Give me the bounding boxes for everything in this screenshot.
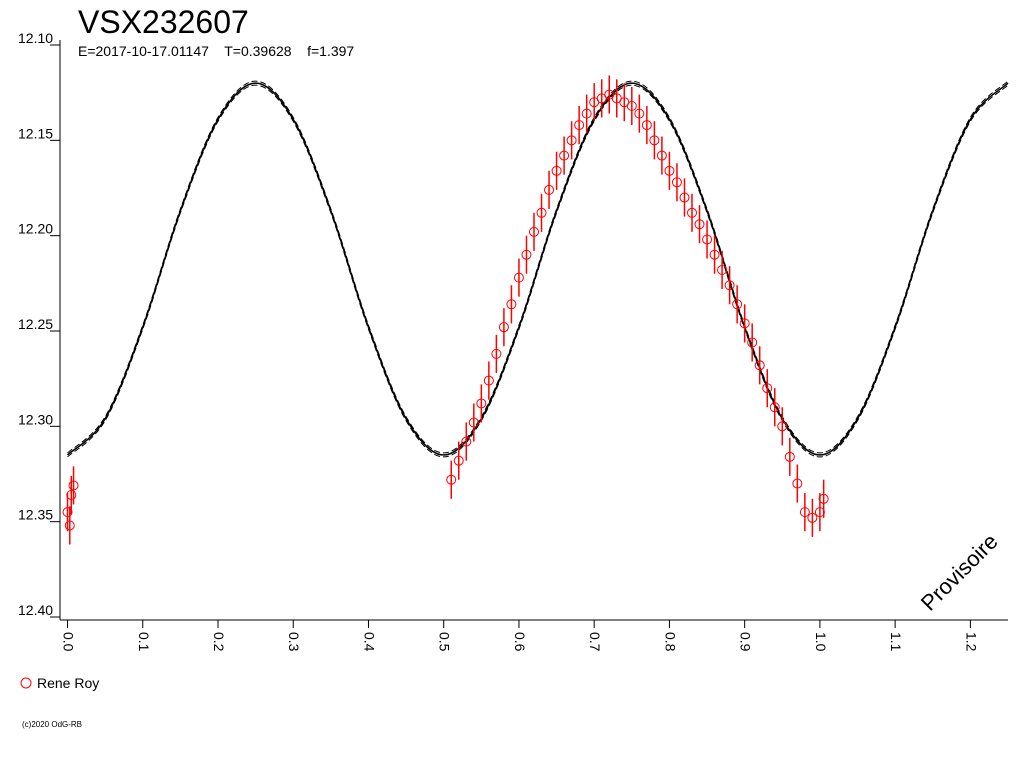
data-point xyxy=(468,417,479,428)
data-point xyxy=(777,421,788,432)
data-point xyxy=(724,280,735,291)
data-point xyxy=(649,135,660,146)
data-point xyxy=(581,108,592,119)
data-point xyxy=(506,299,517,310)
data-point xyxy=(491,348,502,359)
data-point xyxy=(687,207,697,218)
x-tick-label: 1.1 xyxy=(888,632,904,652)
data-point xyxy=(671,177,682,188)
y-tick-label: 12.30 xyxy=(18,411,53,427)
chart-title: VSX232607 xyxy=(78,4,249,40)
y-tick-label: 12.25 xyxy=(18,316,53,332)
y-tick-label: 12.35 xyxy=(18,507,53,523)
legend-marker xyxy=(20,677,32,689)
data-point xyxy=(551,165,562,176)
data-point xyxy=(461,436,472,447)
x-tick-label: 0.4 xyxy=(361,632,377,652)
data-point xyxy=(679,192,690,203)
data-point xyxy=(762,383,773,394)
chart-subtitle: E=2017-10-17.01147 T=0.39628 f=1.397 xyxy=(78,43,354,59)
x-tick-label: 0.0 xyxy=(61,632,77,652)
y-tick-label: 12.20 xyxy=(18,221,53,237)
x-tick-label: 0.3 xyxy=(286,632,302,652)
model-curve-bound xyxy=(67,80,1009,454)
data-point xyxy=(739,318,750,329)
model-curve-bound xyxy=(67,84,1009,458)
x-tick-label: 1.0 xyxy=(813,632,829,652)
data-point xyxy=(799,507,810,518)
x-tick-label: 0.1 xyxy=(136,632,152,652)
data-point xyxy=(754,360,765,371)
x-tick-label: 0.6 xyxy=(512,632,528,652)
data-point xyxy=(641,120,652,131)
data-point xyxy=(453,455,464,466)
data-point xyxy=(64,520,75,531)
x-tick-label: 0.5 xyxy=(437,632,453,652)
y-tick-label: 12.10 xyxy=(18,30,53,46)
data-point xyxy=(529,226,539,237)
data-point xyxy=(792,478,803,489)
y-tick-label: 12.15 xyxy=(18,125,53,141)
data-point xyxy=(536,207,547,218)
data-point xyxy=(68,480,79,491)
data-point xyxy=(626,101,637,112)
data-point xyxy=(634,108,645,119)
data-point xyxy=(483,375,494,386)
data-point xyxy=(807,512,818,523)
data-point xyxy=(521,249,532,260)
data-point xyxy=(559,150,570,161)
x-tick-label: 0.2 xyxy=(211,632,227,652)
data-point xyxy=(574,120,585,131)
x-tick-label: 0.8 xyxy=(662,632,678,652)
data-point xyxy=(513,272,524,283)
data-point xyxy=(747,337,758,348)
data-point xyxy=(656,150,667,161)
data-point xyxy=(664,165,675,176)
data-point xyxy=(769,402,780,413)
data-point xyxy=(702,234,713,245)
model-curve xyxy=(67,82,1009,456)
data-point xyxy=(446,474,457,485)
legend-label: Rene Roy xyxy=(37,675,99,691)
data-point xyxy=(544,184,555,195)
data-point xyxy=(476,398,487,409)
x-tick-label: 1.2 xyxy=(963,632,979,652)
data-point xyxy=(732,299,743,310)
data-point xyxy=(66,489,77,500)
y-tick-label: 12.40 xyxy=(18,602,53,618)
x-tick-label: 0.7 xyxy=(587,632,603,652)
data-point xyxy=(709,249,720,260)
data-point xyxy=(717,264,728,275)
data-point xyxy=(818,493,829,504)
data-point xyxy=(498,322,509,333)
data-point xyxy=(784,451,795,462)
annotation: Provisoire xyxy=(916,529,1003,616)
data-point xyxy=(694,219,705,230)
footer: (c)2020 OdG-RB xyxy=(22,720,82,729)
x-tick-label: 0.9 xyxy=(738,632,754,652)
data-point xyxy=(566,135,577,146)
